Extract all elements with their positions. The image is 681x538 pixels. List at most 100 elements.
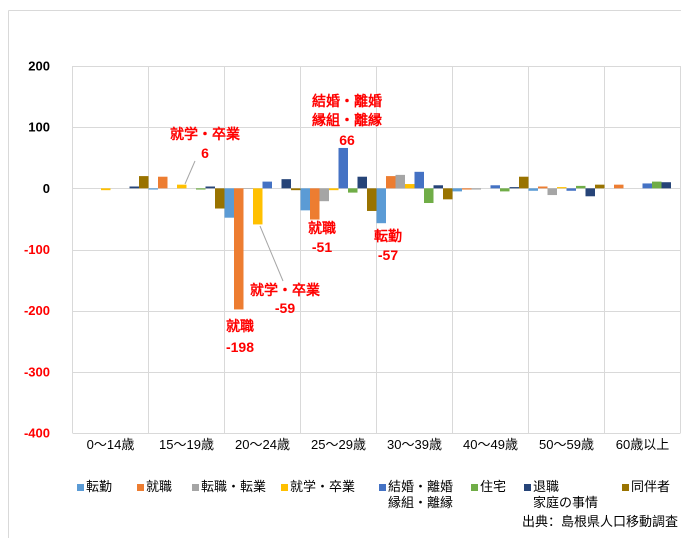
bar-series-4-category-2 <box>177 184 187 189</box>
y-axis: 200 100 0 -100 -200 -300 -400 <box>24 59 50 441</box>
bar-series-1-category-7 <box>528 188 538 191</box>
y-tick-label: -300 <box>24 364 50 379</box>
bar-series-5-category-4 <box>338 147 348 189</box>
bar-series-8-category-1 <box>139 176 149 189</box>
bar-series-8-category-7 <box>595 184 605 189</box>
bar-series-5-category-5 <box>414 171 424 189</box>
annotation-label: 転勤 <box>374 228 402 244</box>
y-tick-label: -100 <box>24 242 50 257</box>
legend-item-1: 転勤 <box>77 479 112 495</box>
x-tick-label: 30～39歳 <box>387 437 442 452</box>
legend-label: 同伴者 <box>631 479 671 494</box>
y-tick-label: -400 <box>24 426 50 441</box>
bar-series-2-category-2 <box>158 176 168 189</box>
bar-series-7-category-1 <box>129 186 139 189</box>
annotation-label: -198 <box>226 339 254 355</box>
x-tick-label: 0～14歳 <box>87 437 135 452</box>
source-note: 出典：島根県人口移動調査 <box>521 514 678 529</box>
bar-series-1-category-5 <box>376 188 386 224</box>
annotation-label: 縁組・離縁 <box>312 112 382 128</box>
y-tick-label: 0 <box>43 181 50 196</box>
bar-series-3-category-6 <box>471 188 481 190</box>
legend-label: 退職 家庭の事情 <box>533 479 599 510</box>
y-tick-label: -200 <box>24 303 50 318</box>
bar-series-6-category-2 <box>196 188 206 190</box>
legend-label: 就学・卒業 <box>290 479 356 494</box>
bar-series-3-category-7 <box>547 188 557 196</box>
bar-series-7-category-7 <box>585 188 595 197</box>
bar-series-2-category-3 <box>234 188 244 310</box>
annotation-label: 就学・卒業 <box>250 282 321 298</box>
y-tick-label: 200 <box>28 59 50 74</box>
legend-label: 転職・転業 <box>201 479 267 494</box>
x-tick-label: 60歳以上 <box>616 437 669 452</box>
annotation-label: 就学・卒業 <box>170 126 241 142</box>
legend-marker <box>281 484 288 491</box>
bar-series-4-category-7 <box>557 187 567 189</box>
bar-series-2-category-6 <box>462 188 472 190</box>
bar-series-1-category-4 <box>300 188 310 211</box>
x-tick-label: 40～49歳 <box>463 437 518 452</box>
legend-label: 住宅 <box>480 479 507 494</box>
x-tick-label: 50～59歳 <box>539 437 594 452</box>
bar-series-6-category-6 <box>500 188 510 192</box>
legend-item-6: 住宅 <box>471 479 506 495</box>
annotation-label: 就職 <box>308 220 336 236</box>
legend-marker <box>622 484 629 491</box>
chart-border <box>8 10 681 538</box>
annotation-label: 就職 <box>226 318 254 334</box>
bar-series-2-category-5 <box>386 176 396 189</box>
annotation-label: -57 <box>378 247 398 263</box>
bar-series-6-category-4 <box>348 188 358 193</box>
bar-series-5-category-8 <box>642 183 652 189</box>
legend: 転勤 就職 転職・転業 就学・卒業 結婚・離婚 縁組・離縁 住宅 退職 家庭の事… <box>0 479 681 513</box>
legend-item-5: 結婚・離婚 縁組・離縁 <box>379 479 453 511</box>
x-tick-label: 25～29歳 <box>311 437 366 452</box>
legend-marker <box>471 484 478 491</box>
bar-series-8-category-2 <box>215 188 225 209</box>
bar-series-7-category-8 <box>661 182 671 189</box>
legend-label: 結婚・離婚 縁組・離縁 <box>388 479 454 510</box>
annotation-label: 6 <box>201 145 209 161</box>
legend-label: 転勤 <box>86 479 113 494</box>
bar-series-4-category-1 <box>101 188 111 191</box>
bar-series-4-category-3 <box>253 188 263 225</box>
bar-series-8-category-5 <box>443 188 453 200</box>
legend-item-8: 同伴者 <box>622 479 670 495</box>
annotation-label: -51 <box>312 239 332 255</box>
bar-series-6-category-8 <box>652 181 662 189</box>
leader-line <box>184 160 196 185</box>
bar-series-2-category-8 <box>614 184 624 189</box>
legend-marker <box>524 484 531 491</box>
bar-series-8-category-4 <box>367 188 377 211</box>
bar-series-7-category-3 <box>281 179 291 189</box>
bar-series-5-category-3 <box>262 181 272 189</box>
legend-marker <box>137 484 144 491</box>
bar-series-7-category-2 <box>205 186 215 189</box>
legend-item-3: 転職・転業 <box>192 479 266 495</box>
bar-series-1-category-3 <box>224 188 234 218</box>
legend-item-7: 退職 家庭の事情 <box>524 479 598 511</box>
legend-item-4: 就学・卒業 <box>281 479 355 495</box>
legend-item-2: 就職 <box>137 479 172 495</box>
annotation-label: 66 <box>339 132 355 148</box>
legend-marker <box>77 484 84 491</box>
leader-line <box>259 225 284 282</box>
bar-series-1-category-2 <box>148 188 158 190</box>
bar-series-2-category-4 <box>310 188 320 220</box>
annotation-label: -59 <box>275 300 295 316</box>
bar-series-3-category-5 <box>395 174 405 189</box>
bar-series-7-category-6 <box>509 187 519 189</box>
bar-series-2-category-7 <box>538 186 548 189</box>
bar-series-8-category-3 <box>291 188 301 191</box>
bar-series-7-category-5 <box>433 185 443 189</box>
bar-series-5-category-7 <box>566 188 576 191</box>
x-axis: 0～14歳 15～19歳 20～24歳 25～29歳 30～39歳 40～49歳 50～59… <box>87 437 670 452</box>
bar-series-8-category-6 <box>519 176 529 189</box>
y-tick-label: 100 <box>28 120 50 135</box>
bar-series-4-category-5 <box>405 184 415 189</box>
annotation-label: 結婚・離婚 <box>312 93 382 109</box>
